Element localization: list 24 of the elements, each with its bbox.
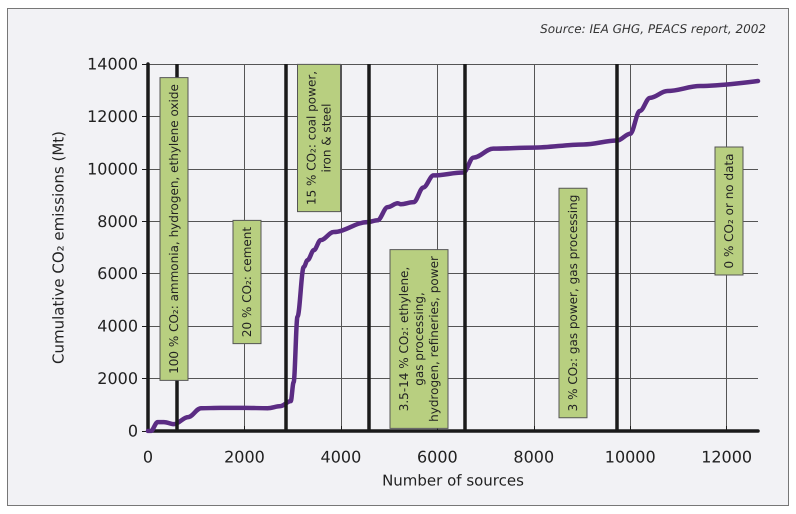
x-tick-label: 10000 — [604, 448, 656, 466]
y-tick-label: 12000 — [87, 106, 138, 126]
x-tick-label: 4000 — [320, 448, 362, 466]
annotation: 0 % CO₂ or no data — [722, 154, 736, 268]
y-tick-label: 14000 — [87, 54, 138, 74]
y-tick-label: 8000 — [97, 212, 138, 231]
annotation: 3.5-14 % CO₂: ethylene, gas processing, hydrogen, refineries, power — [397, 256, 441, 422]
x-tick-label: 2000 — [224, 448, 265, 466]
annotation: 20 % CO₂: cement — [240, 226, 254, 338]
annotation: 3 % CO₂: gas power, gas processing — [566, 194, 580, 412]
x-tick-label: 6000 — [416, 448, 458, 466]
x-axis-title: Number of sources — [382, 472, 524, 490]
y-axis-title: Cumulative CO₂ emissions (Mt) — [50, 130, 68, 364]
y-tick-label: 0 — [128, 422, 138, 440]
x-tick-label: 8000 — [513, 448, 554, 466]
y-tick-label: 10000 — [87, 159, 138, 178]
annotation: 100 % CO₂: ammonia, hydrogen, ethylene oxide — [167, 84, 181, 374]
annotation: 15 % CO₂: coal power, iron & steel — [304, 70, 334, 206]
source-note: Source: IEA GHG, PEACS report, 2002 — [540, 22, 766, 36]
x-tick-label: 12000 — [701, 448, 752, 466]
y-tick-label: 6000 — [97, 264, 138, 284]
x-tick-label: 0 — [142, 448, 154, 466]
y-tick-label: 2000 — [97, 369, 138, 388]
y-tick-label: 4000 — [97, 316, 138, 336]
